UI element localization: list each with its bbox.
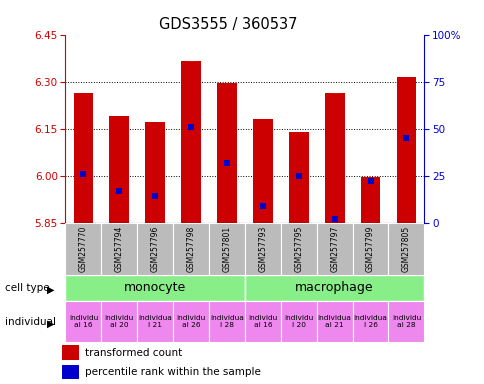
Text: individu
al 16: individu al 16 (69, 315, 98, 328)
Text: individua
al 21: individua al 21 (317, 315, 351, 328)
Text: GSM257770: GSM257770 (79, 225, 88, 272)
Bar (137, 301, 173, 342)
Text: individu
al 20: individu al 20 (105, 315, 134, 328)
Text: individua
l 26: individua l 26 (353, 315, 387, 328)
Bar (65, 301, 101, 342)
Text: transformed count: transformed count (85, 348, 182, 358)
Bar (137, 223, 173, 275)
Bar (396, 77, 415, 223)
Text: macrophage: macrophage (295, 281, 373, 295)
Bar (109, 116, 129, 223)
Bar (280, 223, 316, 275)
Text: GSM257801: GSM257801 (222, 225, 231, 272)
Text: GSM257793: GSM257793 (258, 225, 267, 272)
Text: GSM257797: GSM257797 (330, 225, 338, 272)
Text: individu
al 26: individu al 26 (176, 315, 205, 328)
Bar (388, 223, 424, 275)
Bar (352, 223, 388, 275)
Text: individu
al 16: individu al 16 (248, 315, 277, 328)
Text: individua
l 21: individua l 21 (138, 315, 172, 328)
Text: ▶: ▶ (47, 285, 55, 295)
Text: individual: individual (5, 316, 56, 327)
Bar (324, 93, 344, 223)
Text: GSM257794: GSM257794 (115, 225, 123, 272)
Bar (288, 132, 308, 223)
Bar (388, 301, 424, 342)
Bar (74, 93, 93, 223)
Text: GSM257799: GSM257799 (365, 225, 374, 272)
Bar (244, 223, 280, 275)
Bar (65, 275, 244, 301)
Bar (352, 301, 388, 342)
Bar (280, 301, 316, 342)
Bar (62, 365, 79, 379)
Bar (62, 345, 79, 360)
Text: ▶: ▶ (47, 318, 55, 329)
Text: individu
l 20: individu l 20 (284, 315, 313, 328)
Bar (244, 275, 424, 301)
Bar (316, 223, 352, 275)
Bar (65, 223, 101, 275)
Bar (244, 301, 280, 342)
Text: GSM257795: GSM257795 (294, 225, 302, 272)
Text: monocyte: monocyte (124, 281, 186, 295)
Bar (217, 83, 236, 223)
Bar (173, 223, 209, 275)
Text: GSM257798: GSM257798 (186, 225, 195, 272)
Bar (101, 223, 137, 275)
Text: cell type: cell type (5, 283, 49, 293)
Text: GSM257796: GSM257796 (151, 225, 159, 272)
Bar (173, 301, 209, 342)
Bar (253, 119, 272, 223)
Text: GSM257805: GSM257805 (401, 225, 410, 272)
Bar (316, 301, 352, 342)
Bar (101, 301, 137, 342)
Bar (181, 61, 200, 223)
Text: percentile rank within the sample: percentile rank within the sample (85, 367, 261, 377)
Text: GDS3555 / 360537: GDS3555 / 360537 (158, 17, 297, 32)
Bar (360, 177, 379, 223)
Bar (209, 301, 244, 342)
Text: individua
l 28: individua l 28 (210, 315, 243, 328)
Text: individu
al 28: individu al 28 (391, 315, 420, 328)
Bar (209, 223, 244, 275)
Bar (145, 122, 165, 223)
